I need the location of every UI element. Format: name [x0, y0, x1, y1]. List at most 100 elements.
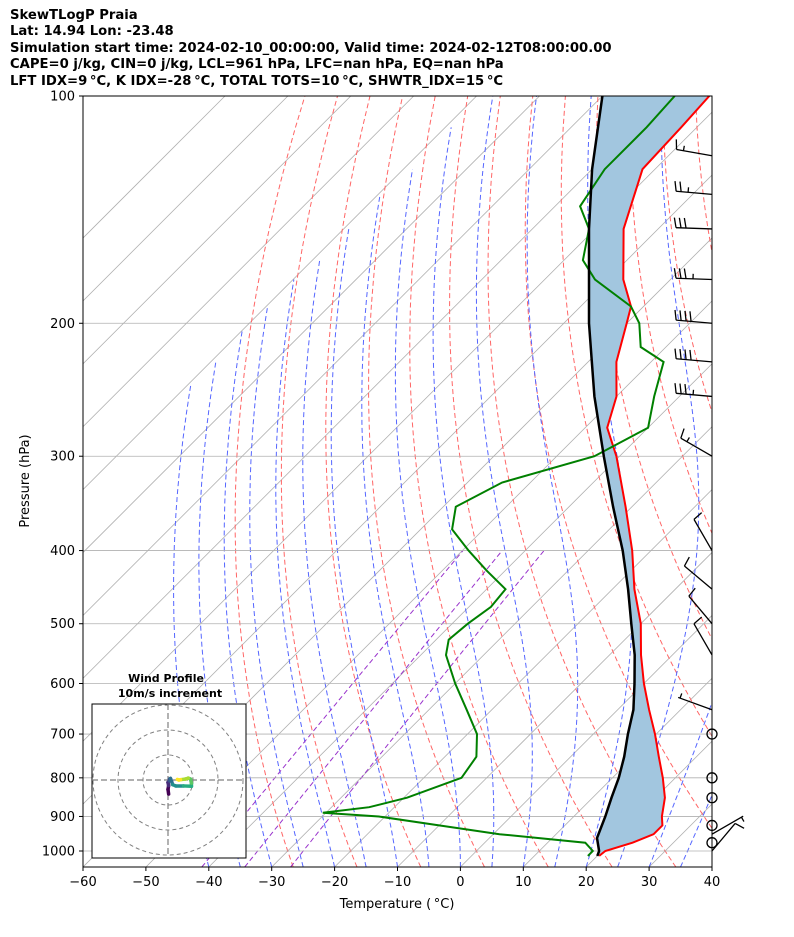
isotherm-line — [271, 426, 712, 867]
y-tick-label: 500 — [50, 617, 75, 632]
dewpoint-line — [322, 96, 676, 857]
wind-barb-flag — [673, 217, 677, 228]
mixing-ratio-line — [201, 550, 464, 867]
wind-barb-half — [682, 145, 685, 151]
moist-adiabat-line — [711, 865, 712, 867]
wind-barb — [693, 623, 713, 656]
wind-barb-flag — [679, 348, 682, 360]
y-tick-label: 400 — [50, 544, 75, 559]
x-tick-label: −10 — [384, 875, 411, 890]
moist-adiabat-line — [680, 793, 712, 867]
wind-barb-flag — [674, 383, 677, 394]
moist-adiabat-line — [275, 279, 336, 867]
dry-adiabat-line — [234, 96, 306, 867]
x-axis-label: Temperature ( °C) — [339, 897, 455, 912]
station-coordinates: Lat: 14.94 Lon: -23.48 — [10, 24, 174, 40]
dry-adiabat-line — [368, 96, 485, 867]
x-tick-label: −40 — [195, 875, 222, 890]
dry-adiabat-line — [560, 96, 712, 738]
x-axis-ticks: −60 −50 −40 −30 −20 −10 0 10 20 30 40 — [69, 867, 720, 890]
isotherm-line — [397, 551, 712, 867]
dry-adiabat-line — [487, 96, 677, 867]
moist-adiabat-line — [744, 96, 794, 867]
wind-barb-flag — [679, 181, 682, 192]
isotherm-line — [83, 96, 540, 554]
isotherm-line — [334, 489, 712, 867]
wind-barb — [676, 319, 713, 324]
moist-adiabat-line — [223, 331, 273, 867]
moist-adiabat-line — [249, 306, 304, 867]
y-tick-label: 1000 — [42, 845, 75, 860]
isotherm-line — [83, 96, 666, 679]
wind-barb-flag — [734, 822, 745, 829]
y-tick-label: 700 — [50, 728, 75, 743]
moist-adiabat-line — [648, 700, 712, 867]
dry-adiabat-line — [325, 96, 422, 867]
wind-barb-flag — [674, 309, 677, 321]
x-tick-label: 20 — [578, 875, 595, 890]
wind-barb — [711, 815, 744, 835]
wind-barb-flag — [679, 383, 682, 394]
dry-adiabat-line — [449, 96, 613, 867]
profiles — [322, 96, 711, 857]
isotherm-line — [83, 96, 603, 616]
isotherm-line — [145, 300, 712, 867]
moist-adiabat-line — [394, 169, 461, 867]
wind-barb-flag — [688, 587, 696, 597]
moist-adiabat-line — [475, 96, 533, 867]
x-tick-label: −60 — [69, 875, 96, 890]
wind-barb — [675, 227, 713, 230]
wind-barb-flag — [674, 181, 677, 192]
moist-adiabat-line — [361, 194, 430, 867]
x-tick-label: −50 — [132, 875, 159, 890]
hodograph-plot — [92, 704, 246, 858]
isotherm-line — [711, 866, 712, 867]
index-parameters: LFT IDX=9 °C, K IDX=-28 °C, TOTAL TOTS=1… — [10, 73, 504, 89]
wind-barb — [676, 148, 713, 157]
y-tick-label: 200 — [50, 317, 75, 332]
cin-cape-shade — [589, 96, 710, 856]
dry-adiabat-line — [409, 96, 549, 867]
x-tick-label: 40 — [704, 875, 721, 890]
y-axis-label: Pressure (hPa) — [18, 434, 33, 527]
wind-barb-flag — [683, 556, 690, 567]
wind-barb-flag — [689, 311, 692, 322]
wind-barb — [684, 565, 713, 590]
wind-barb-flag — [683, 217, 687, 229]
moist-adiabat-line — [432, 127, 495, 867]
dry-adiabat-line — [595, 96, 712, 641]
wind-barb-flag — [684, 310, 687, 322]
isotherm-line — [460, 614, 712, 867]
mixing-ratio-line — [244, 550, 503, 867]
wind-barb — [680, 437, 713, 457]
wind-barb — [688, 595, 713, 625]
isotherm-line — [83, 96, 414, 428]
y-tick-label: 900 — [50, 810, 75, 825]
x-tick-label: −20 — [321, 875, 348, 890]
isotherm-line — [83, 96, 226, 239]
y-tick-label: 800 — [50, 771, 75, 786]
parcel-line — [587, 96, 636, 857]
isotherm-line — [83, 96, 352, 365]
dry-adiabat-line — [280, 96, 358, 867]
wind-barb-flag — [679, 310, 682, 321]
hodograph-title: Wind Profile — [128, 672, 204, 685]
x-tick-label: 10 — [515, 875, 532, 890]
x-tick-label: 0 — [456, 875, 464, 890]
y-tick-label: 100 — [50, 90, 75, 105]
wind-barb-flag — [693, 616, 703, 625]
isotherm-line — [83, 96, 289, 302]
y-tick-label: 600 — [50, 677, 75, 692]
wind-barbs — [673, 139, 745, 852]
wind-barb — [676, 190, 713, 196]
moist-adiabat-line — [526, 96, 579, 867]
isotherm-line — [83, 96, 477, 491]
isotherm-line — [648, 803, 712, 867]
y-axis-ticks: 100 200 300 400 500 600 700 800 900 1000 — [42, 90, 83, 860]
dry-adiabat-line — [662, 96, 712, 414]
wind-barb — [676, 358, 713, 363]
stability-parameters: CAPE=0 j/kg, CIN=0 j/kg, LCL=961 hPa, LF… — [10, 57, 504, 73]
dry-adiabat-line — [728, 96, 794, 867]
wind-barb-flag — [693, 512, 703, 520]
